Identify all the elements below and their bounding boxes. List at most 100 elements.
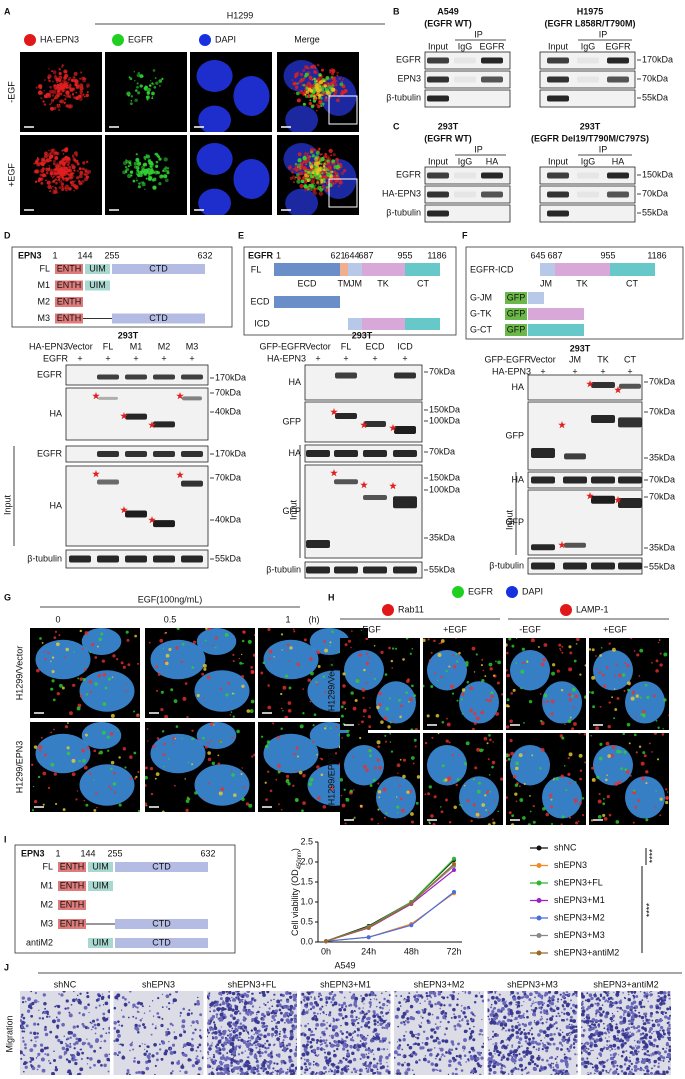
signal [317, 87, 319, 89]
signal [325, 171, 328, 173]
label: EGFR [128, 34, 154, 44]
cell [212, 1035, 214, 1038]
cell [334, 1025, 338, 1029]
cell [33, 1043, 37, 1048]
signal [539, 693, 542, 695]
band [363, 566, 387, 574]
cell [292, 997, 297, 1002]
cell [216, 1016, 218, 1018]
signal [319, 74, 322, 77]
signal [166, 169, 169, 173]
signal [134, 98, 138, 102]
signal [47, 74, 52, 79]
signal [135, 171, 140, 176]
label: A549 [334, 960, 355, 970]
domain [348, 263, 362, 276]
signal [599, 654, 602, 657]
cell [89, 1066, 92, 1069]
band [427, 76, 449, 83]
signal [435, 713, 440, 718]
cell [346, 1055, 348, 1057]
cell [173, 1050, 177, 1054]
cell [279, 999, 283, 1002]
cell [96, 1022, 101, 1027]
cell [300, 1057, 303, 1060]
cell [414, 1042, 417, 1046]
signal [137, 185, 141, 189]
signal [346, 733, 350, 737]
cell [179, 1015, 181, 1017]
signal [180, 660, 184, 663]
signal [41, 641, 44, 644]
signal [53, 636, 57, 639]
cell [457, 992, 460, 995]
cell [472, 1038, 476, 1042]
cell [450, 1016, 453, 1019]
signal [362, 696, 365, 699]
signal [58, 100, 62, 103]
cell [152, 1015, 155, 1017]
legend-label: shEPN3+M3 [554, 930, 605, 940]
signal [324, 158, 328, 162]
signal [296, 98, 301, 103]
signal [556, 669, 560, 673]
signal [296, 179, 301, 184]
cell [453, 1013, 455, 1015]
label: ENTH [60, 880, 85, 890]
signal [643, 754, 647, 758]
cell [352, 1032, 354, 1034]
signal [336, 71, 339, 74]
signal [184, 778, 187, 780]
cell [108, 991, 110, 993]
signal [108, 785, 111, 788]
signal [311, 741, 315, 744]
signal [140, 181, 143, 184]
signal [320, 178, 323, 181]
signal [102, 672, 107, 677]
signal [154, 77, 157, 79]
signal [205, 628, 208, 630]
cell [42, 993, 47, 997]
cell [366, 1069, 370, 1073]
cell [386, 1027, 389, 1030]
cell [263, 1034, 267, 1039]
cell [240, 1027, 243, 1030]
cell [398, 1044, 402, 1047]
signal [136, 168, 140, 172]
cell [207, 996, 210, 999]
signal [191, 666, 195, 669]
cell [315, 1072, 318, 1074]
signal [663, 698, 667, 702]
cell [305, 1058, 310, 1063]
signal [299, 167, 302, 170]
cell [228, 1057, 231, 1060]
band [125, 374, 147, 380]
signal [128, 160, 132, 164]
signal [303, 168, 306, 170]
cell [100, 1063, 103, 1067]
cell [219, 1018, 224, 1022]
signal [57, 167, 63, 173]
cell [24, 1065, 28, 1069]
signal [316, 63, 320, 67]
cell [447, 1020, 450, 1024]
cell [300, 1032, 304, 1036]
signal [506, 698, 510, 702]
cell [137, 1070, 141, 1074]
signal [473, 711, 477, 716]
signal [295, 85, 299, 89]
signal [146, 98, 149, 101]
cell [286, 1014, 289, 1017]
cell [94, 1027, 97, 1030]
cell [359, 1073, 362, 1075]
signal [493, 799, 496, 802]
cell [321, 1043, 323, 1045]
signal [182, 696, 187, 701]
cell [221, 1072, 226, 1075]
cell [376, 1021, 379, 1024]
cell [148, 1005, 151, 1008]
cell [282, 1027, 287, 1032]
cell [329, 1068, 332, 1071]
cell [325, 996, 329, 1000]
signal [60, 79, 62, 82]
